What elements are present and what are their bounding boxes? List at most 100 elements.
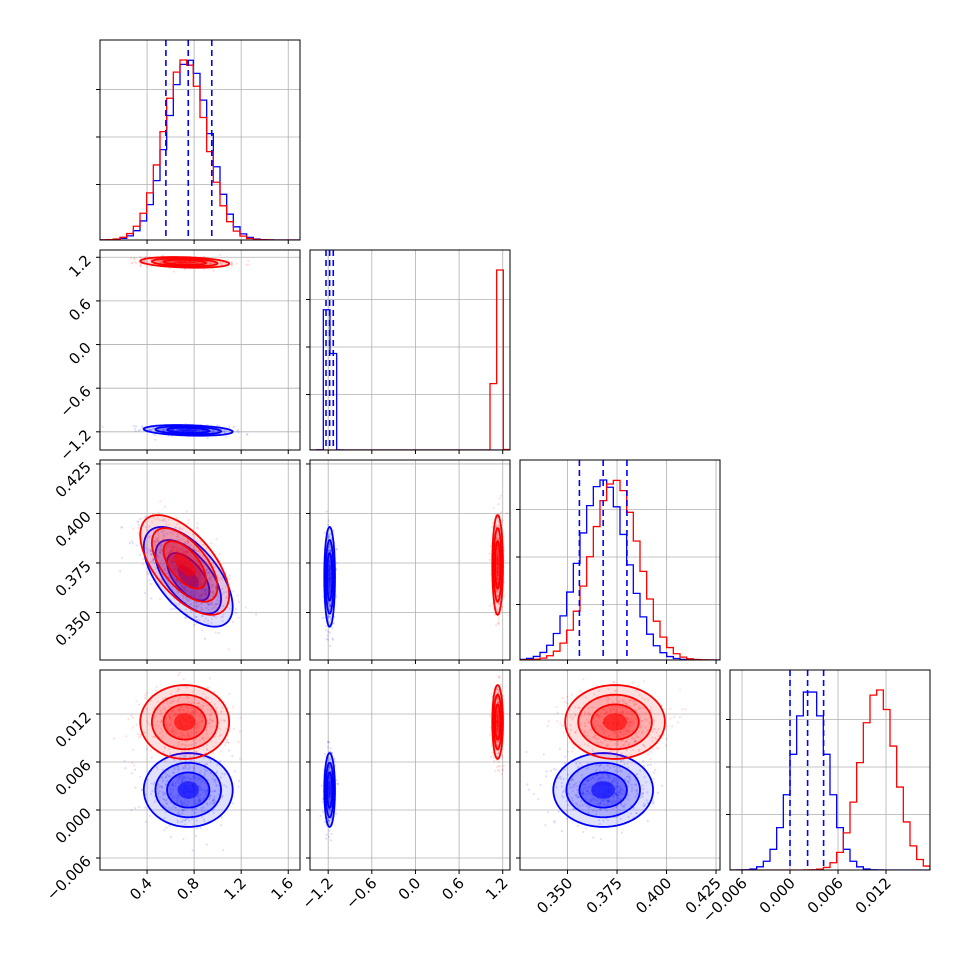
sample-point <box>139 264 142 267</box>
sample-point <box>209 701 212 704</box>
sample-point <box>208 797 211 800</box>
sample-point <box>131 726 134 729</box>
sample-point <box>201 608 204 611</box>
sample-point <box>211 591 215 595</box>
sample-point <box>228 425 231 428</box>
sample-point <box>166 725 169 729</box>
sample-point <box>197 571 201 574</box>
sample-point <box>205 569 208 572</box>
sample-point <box>153 545 156 548</box>
sample-point <box>328 811 331 815</box>
sample-point <box>491 526 494 529</box>
sample-point <box>181 743 184 746</box>
sample-point <box>496 690 499 693</box>
sample-point <box>158 551 161 554</box>
sample-point <box>621 789 625 792</box>
sample-point <box>634 795 637 798</box>
sample-point <box>209 262 212 266</box>
sample-point <box>132 748 135 752</box>
sample-point <box>199 583 202 586</box>
sample-point <box>171 428 174 431</box>
sample-point <box>205 748 208 751</box>
sample-point <box>505 512 508 515</box>
sample-point <box>200 585 203 588</box>
sample-point <box>616 770 619 773</box>
sample-point <box>158 789 161 793</box>
sample-point <box>171 557 174 560</box>
sample-point <box>577 796 580 799</box>
sample-point <box>199 569 202 572</box>
sample-point <box>218 589 222 592</box>
sample-point <box>488 558 491 561</box>
sample-point <box>497 618 500 621</box>
sample-point <box>162 519 165 522</box>
sample-point <box>200 707 204 710</box>
sample-point <box>157 539 161 543</box>
sample-point <box>237 740 240 743</box>
sample-point <box>190 610 193 613</box>
sample-point <box>614 792 617 795</box>
sample-point <box>208 571 211 574</box>
sample-point <box>197 701 200 704</box>
sample-point <box>150 428 153 432</box>
panel-2-2 <box>516 459 721 664</box>
sample-point <box>492 756 496 759</box>
sample-point <box>216 599 219 602</box>
sample-point <box>182 733 185 736</box>
sample-point <box>137 532 140 535</box>
sample-point <box>327 615 330 618</box>
sample-point <box>187 735 190 739</box>
sample-point <box>188 592 192 595</box>
hist-series-1 <box>310 269 510 450</box>
sample-point <box>184 551 187 554</box>
sample-point <box>496 711 499 714</box>
sample-point <box>195 605 198 608</box>
sample-point <box>206 733 209 736</box>
sample-point <box>576 765 580 768</box>
sample-point <box>328 800 331 804</box>
sample-point <box>167 582 170 586</box>
sample-point <box>198 573 201 576</box>
sample-point <box>204 588 207 591</box>
sample-point <box>146 548 149 551</box>
sample-point <box>196 549 199 553</box>
sample-point <box>186 731 189 734</box>
sample-point <box>652 777 655 781</box>
sample-point <box>232 425 236 428</box>
sample-point <box>209 580 212 583</box>
sample-point <box>660 784 663 787</box>
sample-point <box>199 579 202 583</box>
sample-point <box>198 797 201 800</box>
sample-point <box>627 766 630 769</box>
sample-point <box>220 795 223 799</box>
sample-point <box>157 792 160 795</box>
sample-point <box>133 427 137 430</box>
sample-point <box>562 789 565 792</box>
sample-point <box>616 794 619 797</box>
sample-point <box>177 591 180 594</box>
sample-point <box>193 767 196 770</box>
sample-point <box>208 589 211 592</box>
sample-point <box>196 725 199 728</box>
sample-point <box>227 648 230 651</box>
sample-point <box>333 760 336 763</box>
sample-point <box>244 606 247 609</box>
sample-point <box>188 598 191 601</box>
sample-point <box>192 548 195 551</box>
sample-point <box>328 546 331 549</box>
sample-point <box>230 261 233 264</box>
sample-point <box>170 608 173 611</box>
sample-point <box>618 790 621 793</box>
sample-point <box>155 555 158 558</box>
sample-point <box>177 574 180 577</box>
sample-point <box>625 775 628 779</box>
sample-point <box>328 559 331 562</box>
sample-point <box>170 754 174 757</box>
sample-point <box>496 538 499 541</box>
sample-point <box>168 723 171 726</box>
sample-point <box>642 765 646 768</box>
sample-point <box>164 723 168 727</box>
sample-point <box>328 532 331 536</box>
sample-point <box>212 745 215 748</box>
